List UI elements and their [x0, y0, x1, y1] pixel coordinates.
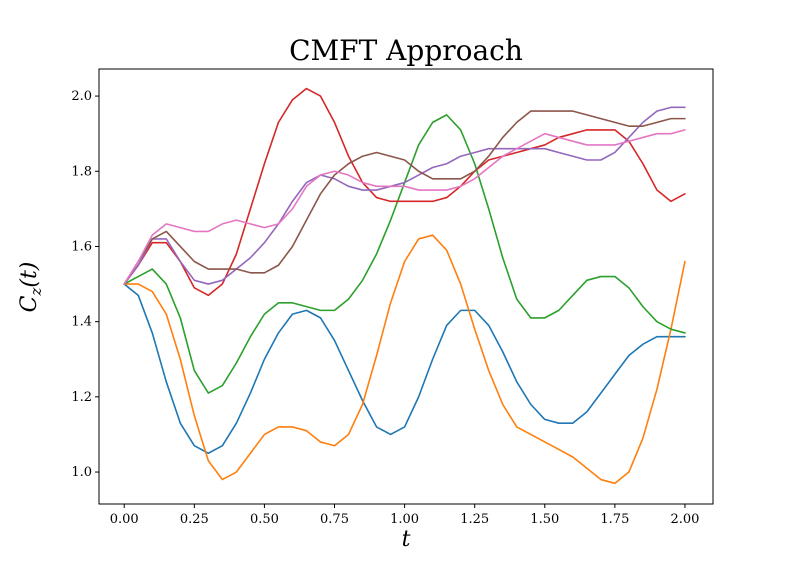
series-line-7 [123, 129, 686, 285]
x-tick-label: 1.50 [530, 512, 559, 527]
x-tick-label: 1.00 [390, 512, 419, 527]
chart-title: CMFT Approach [289, 34, 523, 67]
axes-frame [98, 68, 714, 505]
x-tick-label: 0.50 [250, 512, 279, 527]
x-axis-label: t [402, 527, 411, 552]
y-tick-label: 1.4 [71, 315, 92, 330]
series-layer [123, 87, 686, 485]
y-axis-ticks: 1.0 1.2 1.4 1.6 1.8 2.0 [71, 89, 99, 480]
y-axis-label-subscript: z [27, 288, 45, 297]
y-tick-label: 2.0 [71, 89, 92, 104]
y-axis-label-main: C [17, 295, 42, 312]
y-tick-label: 1.2 [71, 390, 92, 405]
y-axis-label-arg: (t) [17, 262, 42, 288]
series-line-5 [123, 106, 686, 285]
series-line-1 [123, 283, 686, 455]
x-axis-ticks: 0.00 0.25 0.50 0.75 1.00 1.25 1.50 1.75 2.00 [110, 504, 699, 527]
svg-text:Cz(t): Cz(t) [17, 262, 45, 313]
y-tick-label: 1.0 [71, 465, 92, 480]
x-tick-label: 0.00 [110, 512, 139, 527]
x-tick-label: 1.75 [600, 512, 629, 527]
x-tick-label: 0.25 [180, 512, 209, 527]
series-line-4 [123, 87, 686, 297]
x-tick-label: 2.00 [670, 512, 699, 527]
plot-area: 0.00 0.25 0.50 0.75 1.00 1.25 1.50 1.75 2.00 1.0… [71, 68, 714, 527]
y-tick-label: 1.6 [71, 239, 92, 254]
y-tick-label: 1.8 [71, 164, 92, 179]
x-tick-label: 0.75 [320, 512, 349, 527]
series-line-6 [123, 110, 686, 285]
x-tick-label: 1.25 [460, 512, 489, 527]
y-axis-label: Cz(t) [17, 262, 45, 313]
series-line-2 [123, 234, 686, 485]
